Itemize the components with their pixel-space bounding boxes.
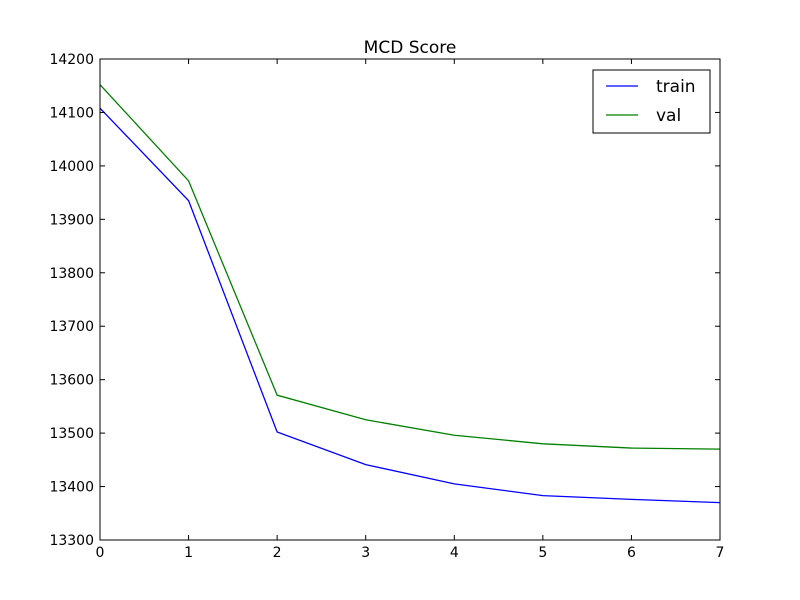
y-tick-label: 13400 (49, 480, 94, 496)
y-tick-label: 13700 (49, 319, 94, 335)
y-tick-label: 13900 (49, 212, 94, 228)
y-tick-label: 14100 (49, 105, 94, 121)
legend-box (592, 69, 711, 134)
legend: train val (592, 69, 711, 134)
x-tick-label: 5 (538, 545, 547, 561)
y-tick-label: 13500 (49, 426, 94, 442)
series-line-train (99, 107, 721, 504)
x-tick-label: 7 (716, 545, 725, 561)
series-layer (99, 84, 721, 504)
x-tick-label: 3 (361, 545, 370, 561)
x-tick-label: 4 (450, 545, 459, 561)
plot-frame (99, 58, 721, 541)
y-tick-label: 14200 (49, 52, 94, 68)
series-line-val (99, 84, 721, 450)
x-tick-label: 6 (627, 545, 636, 561)
y-tick-label: 14000 (49, 159, 94, 175)
x-tick-label: 2 (273, 545, 282, 561)
y-tick-label: 13300 (49, 533, 94, 549)
x-tick-label: 1 (184, 545, 193, 561)
x-tick-label: 0 (96, 545, 105, 561)
legend-label-train: train (656, 77, 696, 97)
chart-title: MCD Score (364, 38, 457, 58)
legend-label-val: val (656, 106, 681, 126)
ticks-layer: 0 1 2 3 4 5 6 7 13300 13400 13500 13600 13700 13800 13… (49, 52, 724, 561)
y-tick-label: 13600 (49, 373, 94, 389)
y-tick-label: 13800 (49, 266, 94, 282)
